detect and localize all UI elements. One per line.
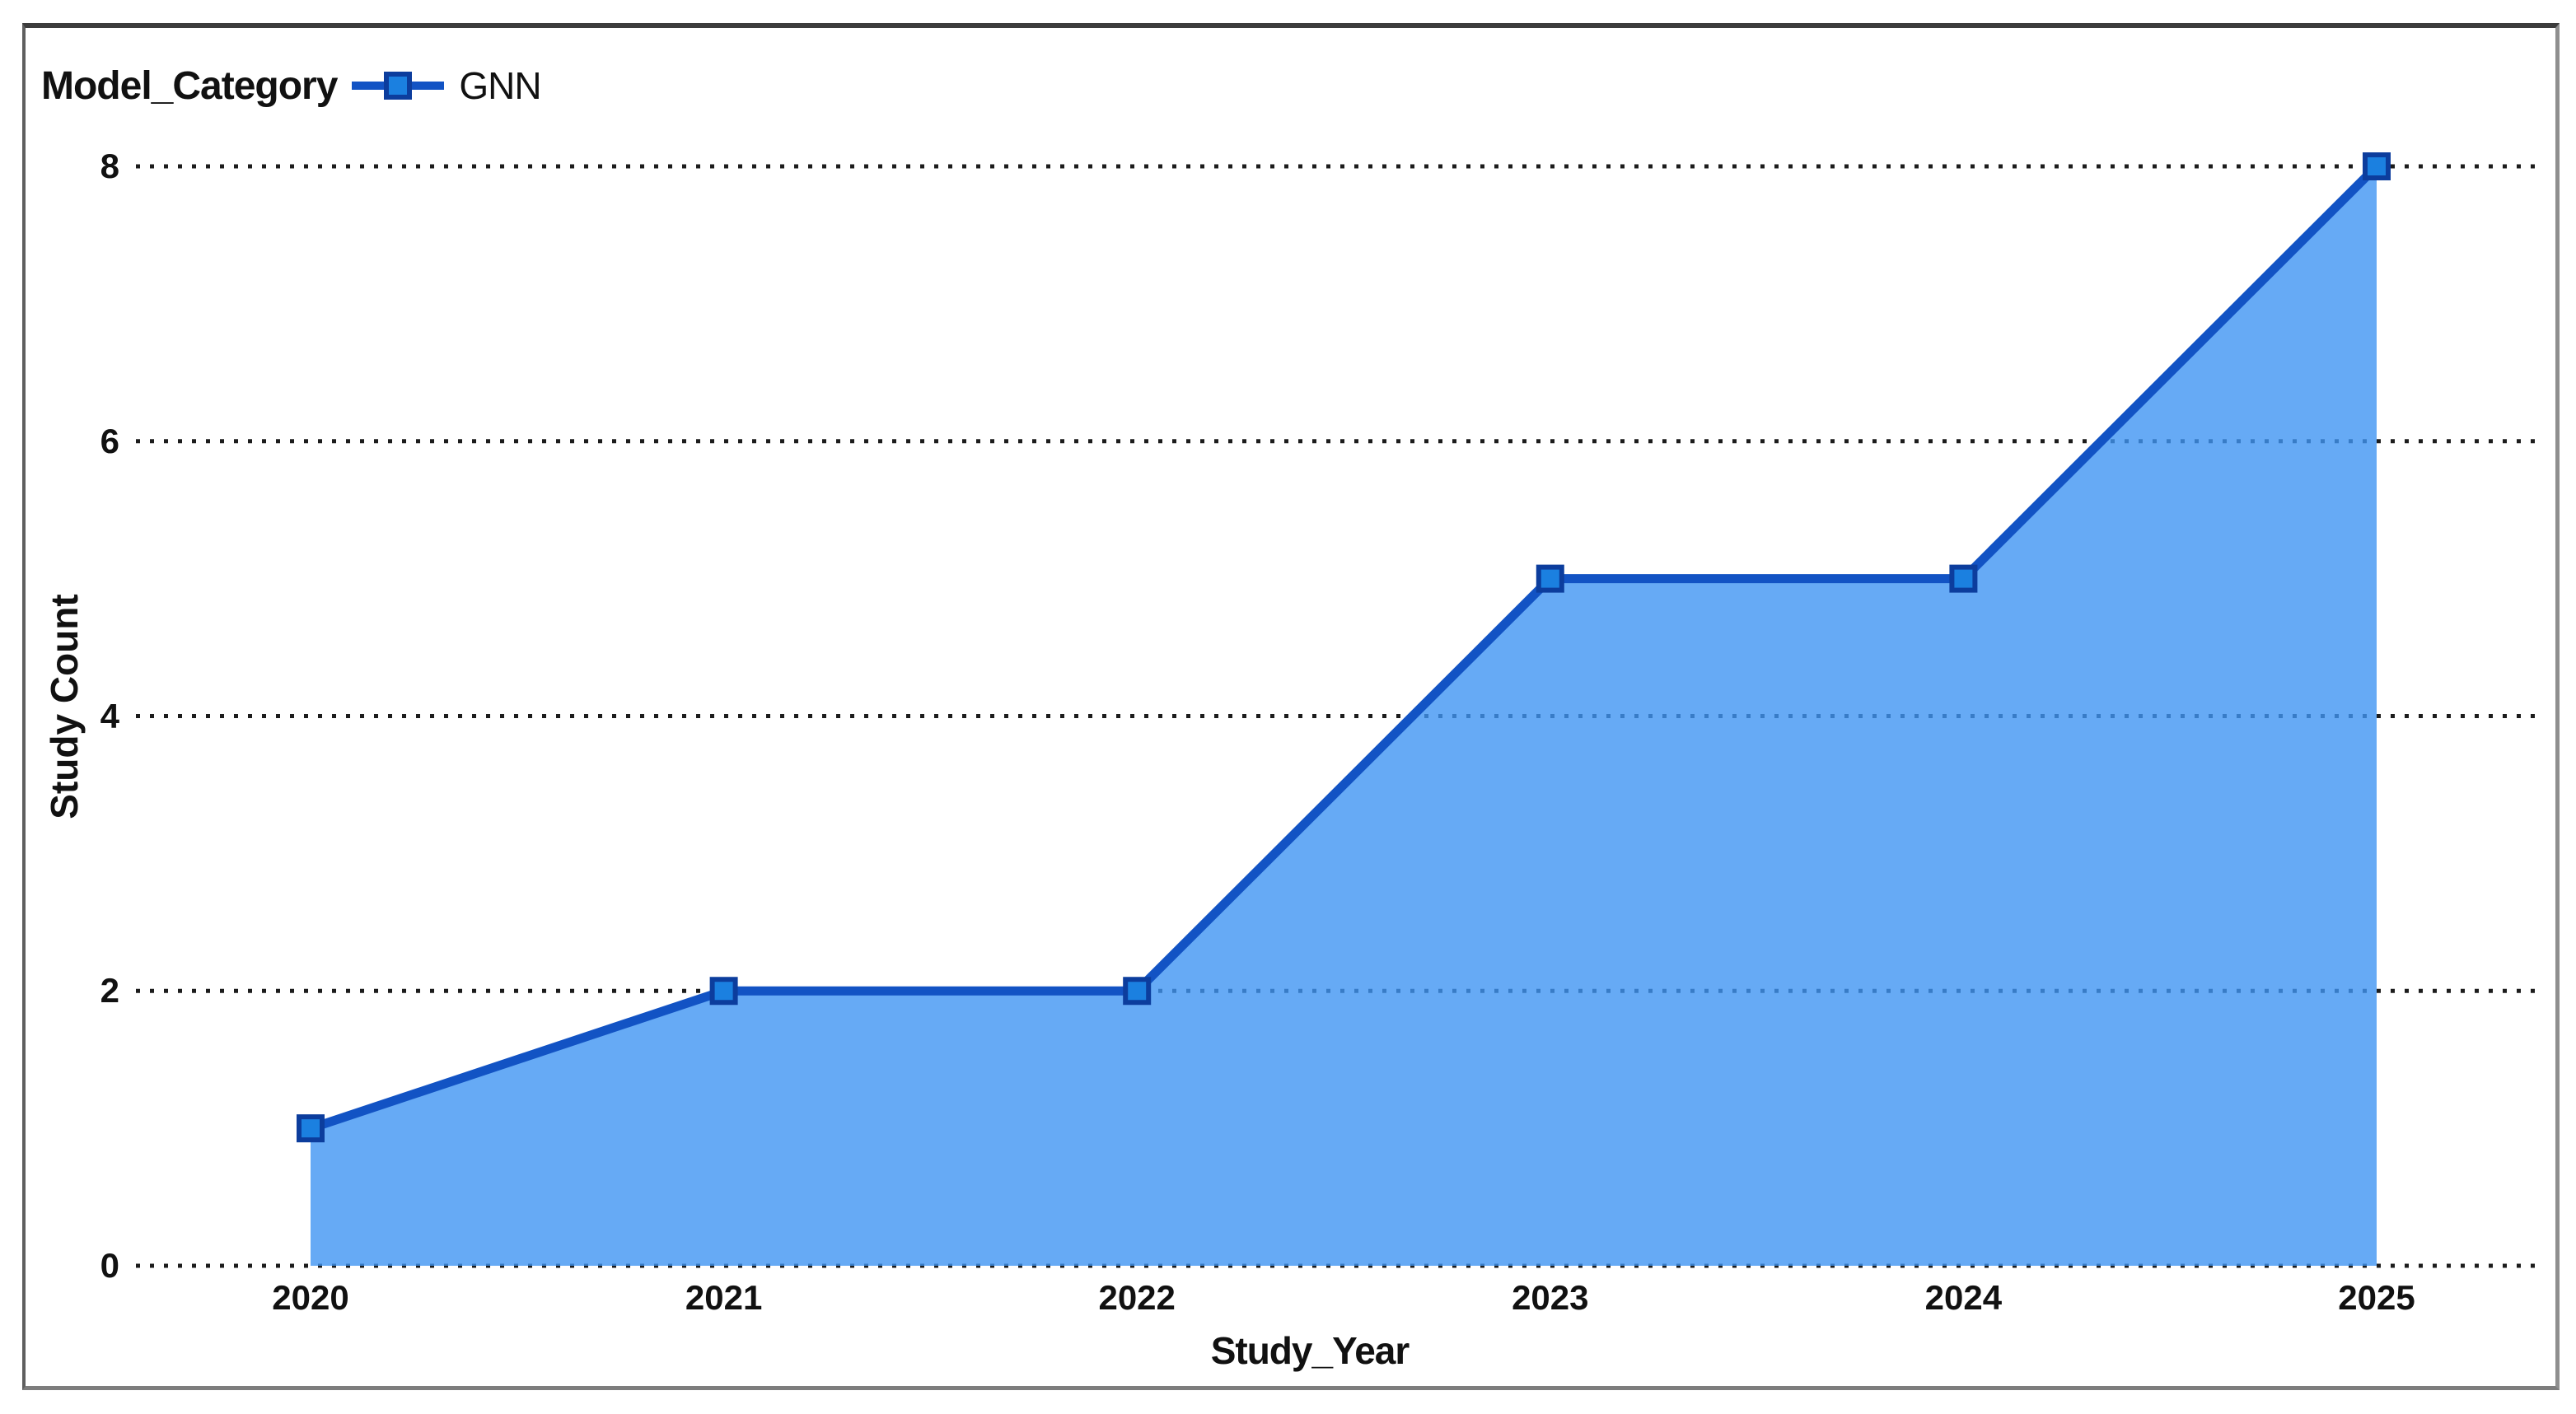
x-tick-label-2023: 2023 — [1512, 1278, 1589, 1317]
data-point-marker-2024 — [1949, 564, 1978, 593]
x-tick-label-2021: 2021 — [685, 1278, 763, 1317]
series-polyline — [309, 163, 2380, 1133]
y-tick-label-6: 6 — [100, 421, 119, 460]
data-point-marker-2025 — [2363, 152, 2391, 180]
y-tick-label-2: 2 — [100, 971, 119, 1010]
x-tick-label-2020: 2020 — [272, 1278, 349, 1317]
legend-title: Model_Category — [41, 63, 338, 108]
series-line — [309, 163, 2380, 1133]
y-tick-label-8: 8 — [100, 147, 119, 185]
x-tick-label-2022: 2022 — [1098, 1278, 1176, 1317]
data-point-marker-2023 — [1536, 564, 1564, 593]
x-axis-title: Study_Year — [1210, 1329, 1410, 1372]
legend-line-square-marker-icon — [352, 72, 445, 100]
legend: Model_Category GNN — [41, 59, 542, 112]
x-tick-label-2025: 2025 — [2338, 1278, 2415, 1317]
x-tick-label-2024: 2024 — [1924, 1278, 2003, 1317]
legend-item-label: GNN — [459, 64, 541, 107]
data-point-marker-2020 — [297, 1114, 325, 1143]
data-point-marker-2021 — [709, 977, 738, 1006]
y-tick-label-4: 4 — [100, 696, 119, 735]
y-tick-label-0: 0 — [100, 1246, 119, 1285]
data-point-marker-2022 — [1123, 977, 1152, 1006]
data-point-markers — [297, 152, 2391, 1143]
